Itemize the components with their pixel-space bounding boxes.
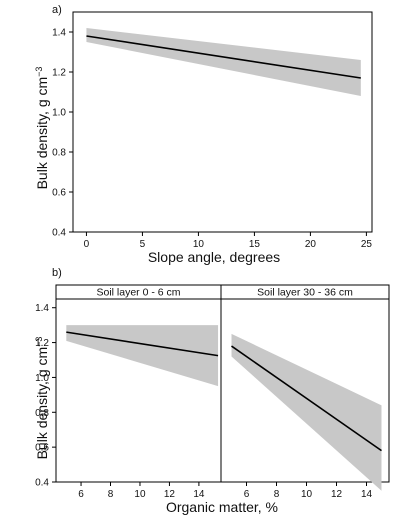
facet-1-strip-label: Soil layer 30 - 36 cm bbox=[257, 287, 353, 299]
panel-b-y-axis-label: Bulk density, g cm−3 bbox=[34, 337, 50, 460]
panel-a: a) 0 5 10 15 20 25 0.4 0.6 0.8 1.0 1.2 1.4 Slope a… bbox=[34, 4, 373, 265]
panel-a-x-axis-label: Slope angle, degrees bbox=[148, 249, 280, 265]
panel-a-y-tick-label: 0.8 bbox=[52, 148, 66, 159]
panel-a-confidence-band bbox=[86, 28, 361, 96]
facet-1-fit-line bbox=[231, 345, 382, 452]
facet-0-confidence-band bbox=[66, 325, 219, 387]
facet-0-strip-label: Soil layer 0 - 6 cm bbox=[96, 287, 180, 299]
panel-a-fit-line bbox=[86, 35, 361, 79]
facet-0-x-tick-label: 8 bbox=[108, 489, 114, 500]
facet-0-x-ticks: 6 8 10 12 14 bbox=[78, 482, 205, 500]
panel-a-y-axis-label-main: Bulk density, g cm bbox=[34, 77, 50, 190]
panel-a-x-tick-label: 10 bbox=[193, 239, 205, 250]
panel-b-label: b) bbox=[52, 267, 62, 279]
panel-b-y-tick-label: 0.8 bbox=[35, 408, 49, 419]
panel-b-y-tick-label: 0.4 bbox=[35, 478, 49, 489]
panel-a-y-tick-label: 1.0 bbox=[52, 108, 66, 119]
facet-0-x-tick-label: 6 bbox=[78, 489, 84, 500]
panel-a-y-tick-label: 1.4 bbox=[52, 28, 66, 39]
facet-soil-layer-30-36: Soil layer 30 - 36 cm 6 8 10 12 14 bbox=[220, 284, 390, 500]
panel-b-y-tick-label: 1.4 bbox=[35, 303, 49, 314]
facet-1-confidence-band bbox=[231, 333, 382, 491]
panel-b-y-ticks: 0.4 0.6 0.8 1.0 1.2 1.4 bbox=[35, 303, 56, 489]
facet-0-x-tick-label: 14 bbox=[193, 489, 205, 500]
facet-1-plot-frame bbox=[220, 298, 390, 483]
panel-a-y-ticks: 0.4 0.6 0.8 1.0 1.2 1.4 bbox=[52, 28, 73, 239]
facet-0-x-tick-label: 12 bbox=[164, 489, 176, 500]
panel-a-y-axis-label-sup: −3 bbox=[34, 67, 44, 77]
facet-1-x-ticks: 6 8 10 12 14 bbox=[244, 482, 373, 500]
panel-a-plot-frame bbox=[72, 11, 373, 233]
panel-a-x-ticks: 0 5 10 15 20 25 bbox=[84, 232, 373, 250]
panel-a-x-tick-label: 0 bbox=[84, 239, 90, 250]
panel-b-y-tick-label: 1.0 bbox=[35, 373, 49, 384]
facet-1-x-tick-label: 14 bbox=[361, 489, 373, 500]
facet-1-x-tick-label: 10 bbox=[301, 489, 313, 500]
panel-a-x-tick-label: 15 bbox=[249, 239, 261, 250]
facet-1-x-tick-label: 6 bbox=[244, 489, 250, 500]
panel-a-label: a) bbox=[52, 4, 62, 16]
facet-0-fit-line bbox=[66, 331, 219, 357]
panel-a-x-tick-label: 20 bbox=[305, 239, 317, 250]
panel-a-y-tick-label: 1.2 bbox=[52, 68, 66, 79]
panel-a-y-tick-label: 0.6 bbox=[52, 188, 66, 199]
panel-b: b) Soil layer 0 - 6 cm 6 8 10 12 14 Soil lay… bbox=[34, 267, 390, 515]
panel-b-y-tick-label: 0.6 bbox=[35, 443, 49, 454]
panel-a-x-tick-label: 5 bbox=[140, 239, 146, 250]
facet-1-x-tick-label: 8 bbox=[274, 489, 280, 500]
panel-a-y-tick-label: 0.4 bbox=[52, 228, 66, 239]
panel-b-y-axis-label-sup: −3 bbox=[34, 337, 44, 347]
panel-b-y-axis-label-main: Bulk density, g cm bbox=[34, 347, 50, 460]
panel-a-y-axis-label: Bulk density, g cm−3 bbox=[34, 67, 50, 190]
panel-a-x-tick-label: 25 bbox=[361, 239, 373, 250]
facet-0-x-tick-label: 10 bbox=[134, 489, 146, 500]
panel-b-x-axis-label: Organic matter, % bbox=[166, 499, 278, 515]
facet-soil-layer-0-6: Soil layer 0 - 6 cm 6 8 10 12 14 bbox=[55, 284, 222, 500]
facet-1-x-tick-label: 12 bbox=[331, 489, 343, 500]
panel-b-y-tick-label: 1.2 bbox=[35, 338, 49, 349]
